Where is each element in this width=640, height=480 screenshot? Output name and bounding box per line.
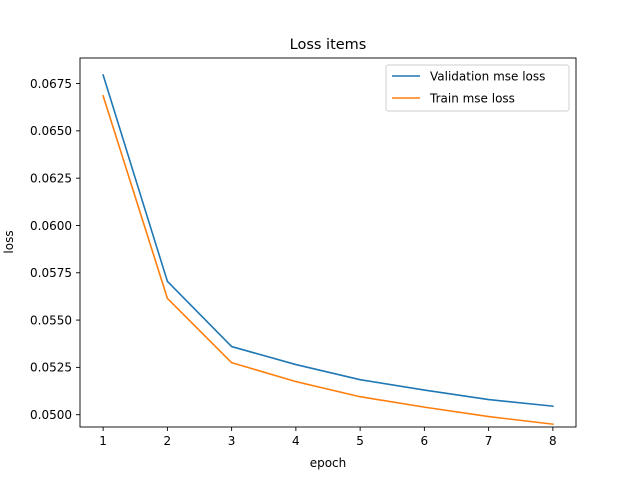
y-tick-label: 0.0525 <box>30 361 72 375</box>
legend-label: Validation mse loss <box>430 69 545 83</box>
y-tick-label: 0.0650 <box>30 124 72 138</box>
series-line-validation <box>102 74 554 408</box>
legend-box <box>385 64 570 112</box>
x-tick-label: 8 <box>549 434 557 448</box>
x-tick-label: 7 <box>485 434 493 448</box>
x-axis-ticks: 1 2 3 4 5 6 7 8 <box>99 427 557 448</box>
series-line-train <box>102 94 554 426</box>
y-tick-label: 0.0550 <box>30 313 72 327</box>
x-tick-label: 3 <box>228 434 236 448</box>
x-tick-label: 5 <box>356 434 364 448</box>
y-tick-label: 0.0625 <box>30 171 72 185</box>
y-axis-ticks: 0.0500 0.0525 0.0550 0.0575 0.0600 0.0625 0.06… <box>30 77 80 422</box>
chart-title: Loss items <box>290 37 367 53</box>
x-tick-label: 6 <box>421 434 429 448</box>
y-tick-label: 0.0675 <box>30 77 72 91</box>
y-axis-label: loss <box>2 230 16 253</box>
plot-lines <box>102 74 554 426</box>
legend: Validation mse loss Train mse loss <box>385 64 570 112</box>
x-tick-label: 2 <box>164 434 172 448</box>
x-axis-label: epoch <box>310 456 347 470</box>
x-tick-label: 4 <box>292 434 300 448</box>
x-tick-label: 1 <box>99 434 107 448</box>
y-tick-label: 0.0500 <box>30 408 72 422</box>
legend-label: Train mse loss <box>429 91 515 105</box>
y-tick-label: 0.0575 <box>30 266 72 280</box>
plot-frame <box>79 57 577 428</box>
y-tick-label: 0.0600 <box>30 219 72 233</box>
